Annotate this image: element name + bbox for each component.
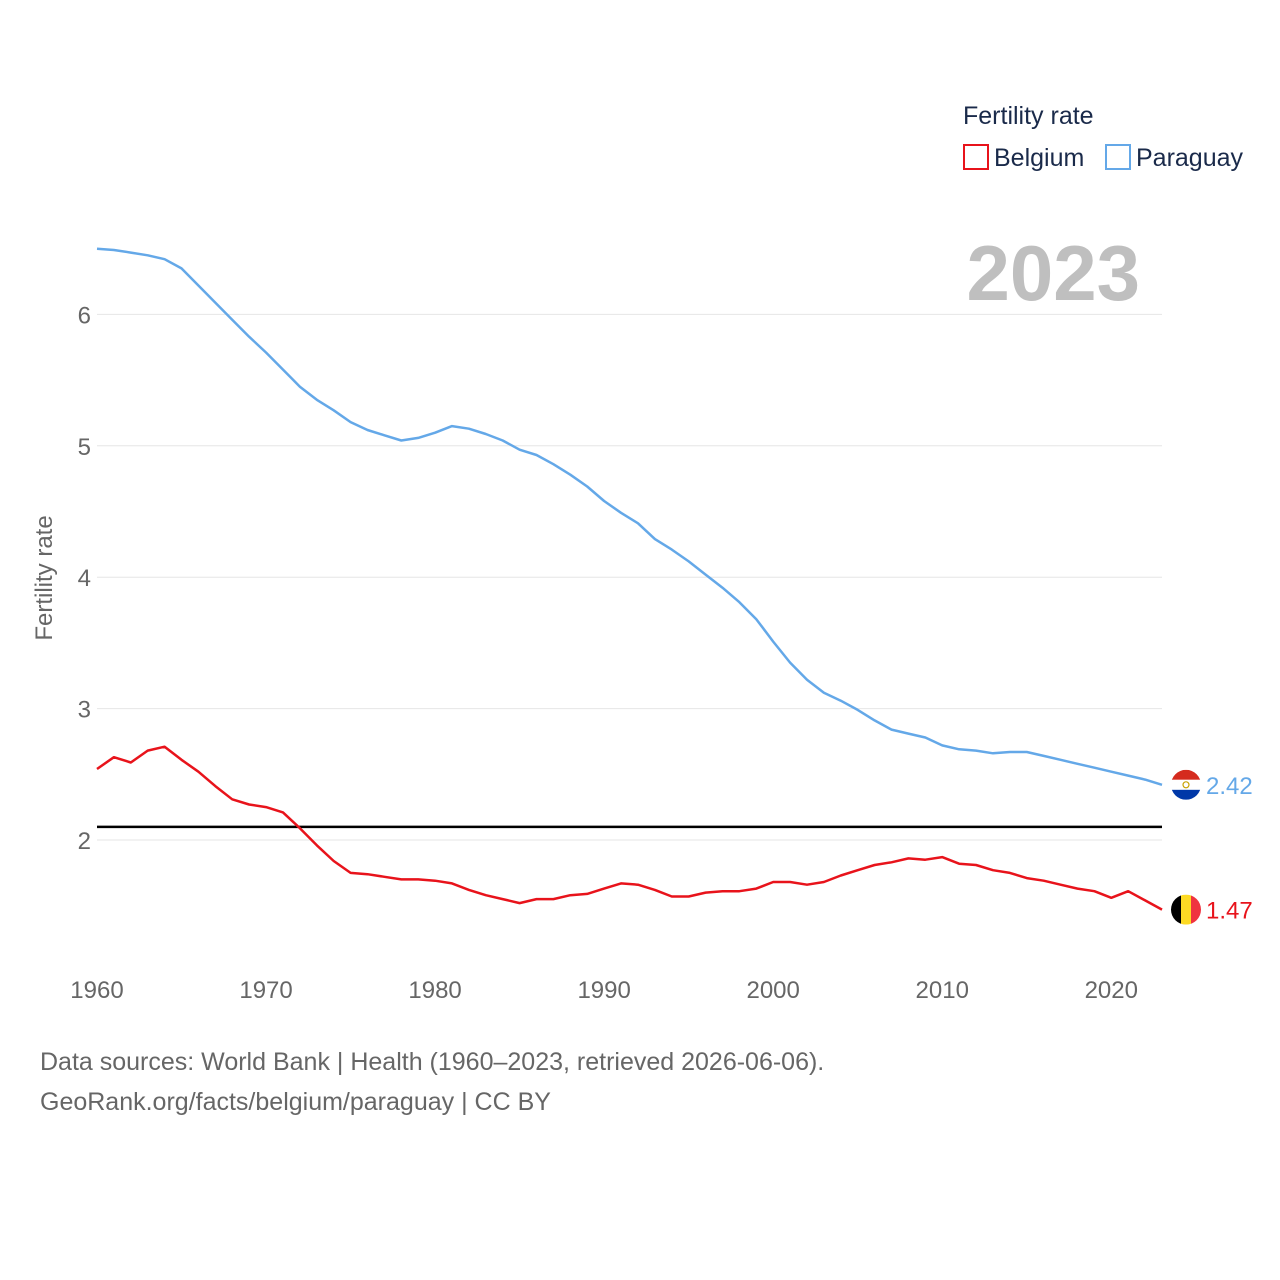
x-tick-label: 2000 [746,977,799,1004]
paraguay-flag-icon [1171,769,1201,800]
series-line-paraguay[interactable] [96,247,1163,786]
y-tick-label: 6 [78,302,91,329]
source-link[interactable]: GeoRank.org/facts/belgium/paraguay | CC … [40,1088,551,1116]
y-axis: 2 3 4 5 6 [78,302,91,855]
x-tick-label: 1970 [239,977,292,1004]
legend-label-belgium: Belgium [994,144,1084,172]
end-label-paraguay: 2.42 [1206,773,1253,800]
series-line-belgium[interactable] [96,745,1163,911]
y-axis-title: Fertility rate [31,515,58,640]
legend-swatch-belgium [963,144,989,170]
gridlines [97,313,1162,841]
legend-swatch-paraguay [1105,144,1131,170]
x-tick-label: 1990 [577,977,630,1004]
x-tick-label: 2020 [1085,977,1138,1004]
belgium-flag-icon [1171,894,1201,925]
x-axis: 1960 1970 1980 1990 2000 2010 2020 [70,977,1138,1004]
legend-item-belgium[interactable]: Belgium [963,144,1084,172]
y-tick-label: 5 [78,434,91,461]
end-label-belgium: 1.47 [1206,898,1253,925]
y-tick-label: 4 [78,565,91,592]
legend-title: Fertility rate [963,102,1094,130]
year-label: 2023 [966,229,1140,317]
legend: Fertility rate Belgium Paraguay [963,102,1244,172]
data-sources-text: Data sources: World Bank | Health (1960–… [40,1048,825,1076]
y-tick-label: 3 [78,697,91,724]
legend-item-paraguay[interactable]: Paraguay [1105,144,1244,172]
x-tick-label: 1960 [70,977,123,1004]
footer: Data sources: World Bank | Health (1960–… [40,1042,824,1122]
series: 1.47 2.42 [96,247,1253,925]
y-tick-label: 2 [78,828,91,855]
x-tick-label: 2010 [916,977,969,1004]
x-tick-label: 1980 [408,977,461,1004]
legend-label-paraguay: Paraguay [1136,144,1244,172]
